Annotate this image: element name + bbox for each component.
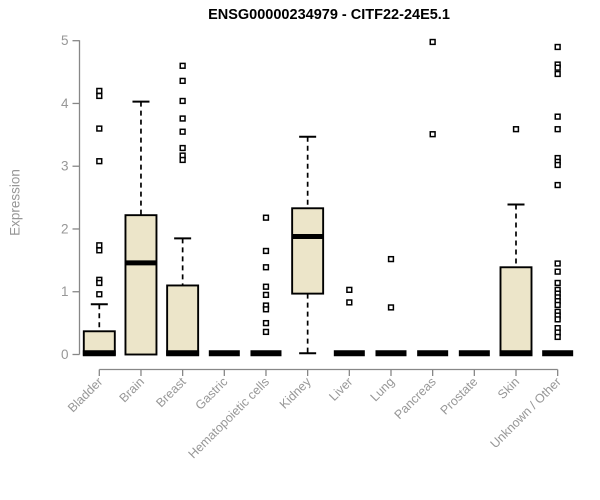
outlier-hematopoietic-cells-6 xyxy=(262,306,270,313)
outlier-unknown-other-23 xyxy=(554,333,561,341)
outlier-liver-1 xyxy=(346,299,353,306)
outlier-unknown-other-8 xyxy=(554,161,561,169)
flat-box-hematopoietic-cells xyxy=(250,350,282,357)
outlier-bladder-2 xyxy=(96,125,103,132)
outlier-unknown-other-9 xyxy=(554,181,561,189)
x-tick-label-lung: Lung xyxy=(368,375,398,405)
y-tick-label-5: 5 xyxy=(61,33,69,48)
outlier-lung-0 xyxy=(387,255,395,263)
outlier-unknown-other-20 xyxy=(554,316,561,323)
x-tick-label-brain: Brain xyxy=(117,375,148,406)
x-tick-label-bladder: Bladder xyxy=(65,375,105,415)
outlier-hematopoietic-cells-3 xyxy=(262,283,270,290)
median-bladder xyxy=(82,350,116,357)
outlier-breast-7 xyxy=(179,156,186,164)
outlier-bladder-7 xyxy=(96,279,103,287)
outlier-hematopoietic-cells-0 xyxy=(262,214,270,221)
outlier-breast-5 xyxy=(179,144,186,152)
y-tick-label-4: 4 xyxy=(61,96,69,111)
outlier-bladder-8 xyxy=(96,291,103,298)
y-tick-label-2: 2 xyxy=(61,221,69,236)
outlier-breast-3 xyxy=(179,115,186,122)
outlier-pancreas-1 xyxy=(429,131,436,138)
median-breast xyxy=(166,350,200,357)
outlier-unknown-other-12 xyxy=(554,279,561,287)
outlier-breast-4 xyxy=(179,128,186,135)
outlier-breast-0 xyxy=(179,62,186,69)
outlier-hematopoietic-cells-2 xyxy=(262,264,270,271)
x-tick-label-liver: Liver xyxy=(326,375,355,404)
outlier-hematopoietic-cells-1 xyxy=(262,247,270,255)
flat-box-lung xyxy=(375,350,407,357)
box-brain xyxy=(124,214,158,356)
outlier-pancreas-0 xyxy=(429,38,436,46)
flat-box-liver xyxy=(333,350,365,357)
outlier-unknown-other-17 xyxy=(554,301,561,309)
outlier-unknown-other-4 xyxy=(554,113,561,120)
x-tick-label-breast: Breast xyxy=(153,374,189,410)
outlier-lung-1 xyxy=(387,304,395,311)
y-tick-label-3: 3 xyxy=(61,159,69,174)
y-tick-label-1: 1 xyxy=(61,284,69,299)
outlier-unknown-other-11 xyxy=(554,268,561,275)
flat-box-unknown-other xyxy=(542,350,574,357)
x-tick-label-pancreas: Pancreas xyxy=(392,375,439,422)
outlier-breast-1 xyxy=(179,77,186,85)
flat-box-prostate xyxy=(458,350,490,357)
x-tick-label-skin: Skin xyxy=(495,375,522,402)
outlier-liver-0 xyxy=(346,286,353,294)
chart-title: ENSG00000234979 - CITF22-24E5.1 xyxy=(208,7,450,23)
x-tick-label-prostate: Prostate xyxy=(438,375,481,418)
median-skin xyxy=(499,350,533,357)
outlier-bladder-5 xyxy=(96,247,103,254)
outlier-bladder-0 xyxy=(96,87,103,95)
outlier-hematopoietic-cells-4 xyxy=(262,291,270,299)
flat-box-pancreas xyxy=(417,350,449,357)
outlier-bladder-1 xyxy=(96,92,103,100)
outlier-skin-0 xyxy=(512,126,520,133)
outlier-bladder-3 xyxy=(96,158,103,165)
outlier-breast-2 xyxy=(179,97,186,105)
box-kidney xyxy=(291,207,325,295)
x-tick-label-unknown-other: Unknown / Other xyxy=(488,375,564,451)
outlier-unknown-other-10 xyxy=(554,260,561,267)
outlier-unknown-other-3 xyxy=(554,70,561,78)
box-skin xyxy=(499,266,533,356)
y-tick-label-0: 0 xyxy=(61,347,69,362)
x-tick-label-kidney: Kidney xyxy=(277,374,314,411)
y-axis-title: Expression xyxy=(7,169,23,236)
outlier-unknown-other-5 xyxy=(554,126,561,133)
flat-box-gastric xyxy=(208,350,240,357)
x-tick-label-gastric: Gastric xyxy=(193,375,231,413)
outlier-hematopoietic-cells-8 xyxy=(262,328,270,336)
box-breast xyxy=(166,284,200,356)
outlier-hematopoietic-cells-7 xyxy=(262,319,270,327)
outlier-unknown-other-0 xyxy=(554,43,561,51)
x-tick-label-hematopoietic-cells: Hematopoietic cells xyxy=(186,375,273,462)
outlier-bladder-4 xyxy=(96,242,103,249)
outlier-unknown-other-2 xyxy=(554,64,561,71)
